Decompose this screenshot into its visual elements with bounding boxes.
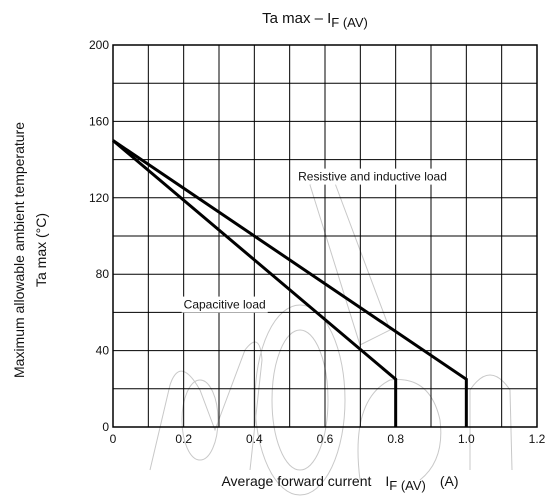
annotation-background (296, 168, 449, 185)
y-tick-label: 0 (102, 420, 109, 434)
x-tick-label: 0.8 (387, 432, 404, 446)
y-tick-label: 200 (89, 38, 109, 52)
series (112, 139, 468, 427)
x-tick-label: 0.2 (175, 432, 192, 446)
grid (113, 45, 537, 427)
x-axis-label: Average forward current IF (AV) (A) (221, 473, 458, 493)
series-line-1 (112, 139, 468, 427)
x-tick-label: 1.0 (458, 432, 475, 446)
annotations: Resistive and inductive load Capacitive l… (181, 168, 449, 313)
y-axis-label-line1: Maximum allowable ambient temperature (11, 122, 27, 378)
x-tick-label: 1.2 (529, 432, 546, 446)
annotation-label: Capacitive load (184, 298, 266, 312)
ticks: 0 0.2 0.4 0.6 0.8 1.0 1.2 0 40 80 120 160 200 (89, 38, 546, 446)
y-tick-label: 120 (89, 191, 109, 205)
y-tick-label: 40 (96, 344, 110, 358)
series-line-2 (112, 139, 398, 427)
x-tick-label: 0.6 (317, 432, 334, 446)
plot-frame (112, 44, 538, 428)
y-tick-label: 160 (89, 114, 109, 128)
chart-title: Ta max – IF (AV) (262, 10, 368, 30)
x-tick-label: 0.4 (246, 432, 263, 446)
y-axis-label-line2: Ta max (°C) (33, 213, 49, 287)
annotation-label: Resistive and inductive load (298, 170, 447, 184)
x-tick-label: 0 (110, 432, 117, 446)
annotation-background (181, 296, 268, 313)
y-tick-label: 80 (96, 267, 110, 281)
